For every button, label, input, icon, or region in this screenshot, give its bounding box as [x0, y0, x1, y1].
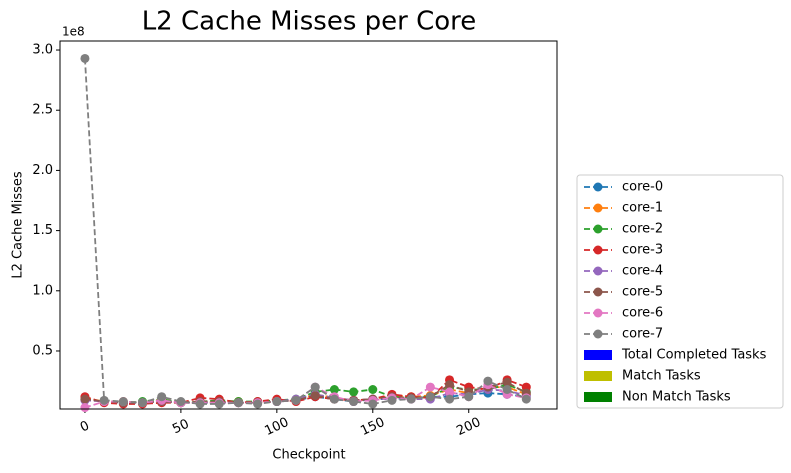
x-tick-label: 100: [262, 415, 291, 439]
legend-label: core-0: [622, 180, 663, 195]
point: [349, 397, 359, 407]
point: [368, 384, 378, 394]
point: [233, 398, 243, 408]
point: [425, 382, 435, 392]
legend-marker: [593, 266, 603, 276]
point: [157, 392, 167, 402]
x-tick-label: 0: [78, 418, 92, 435]
point: [483, 376, 493, 386]
legend-marker: [593, 203, 603, 213]
point: [195, 399, 205, 409]
point: [99, 395, 109, 405]
legend-label: core-5: [622, 285, 663, 300]
point: [80, 394, 90, 404]
point: [502, 384, 512, 394]
point: [214, 399, 224, 409]
legend-label: core-7: [622, 327, 663, 342]
legend-box: [576, 174, 784, 409]
y-tick-label: 1.0: [32, 283, 53, 298]
point: [387, 395, 397, 405]
legend-marker: [593, 182, 603, 192]
legend-label: core-1: [622, 201, 663, 216]
y-tick-label: 1.5: [32, 223, 53, 238]
legend-marker: [593, 224, 603, 234]
point: [329, 394, 339, 404]
legend-label: core-3: [622, 243, 663, 258]
series-line: [84, 58, 527, 405]
y-offset-label: 1e8: [62, 25, 85, 39]
legend-label: Non Match Tasks: [622, 390, 731, 405]
legend-marker: [593, 245, 603, 255]
point: [445, 394, 455, 404]
x-tick-label: 200: [454, 415, 483, 439]
legend-patch: [584, 392, 612, 402]
point: [329, 384, 339, 394]
point: [80, 403, 90, 413]
legend-marker: [593, 308, 603, 318]
point: [118, 397, 128, 407]
legend-label: core-6: [622, 306, 663, 321]
point: [310, 382, 320, 392]
point: [464, 392, 474, 402]
y-tick-label: 0.5: [32, 343, 53, 358]
x-tick-label: 150: [358, 415, 387, 439]
point: [521, 394, 531, 404]
legend-marker: [593, 287, 603, 297]
point: [291, 395, 301, 405]
y-tick-label: 2.5: [32, 103, 53, 118]
point: [253, 399, 263, 409]
x-tick-label: 50: [170, 417, 191, 438]
point: [368, 399, 378, 409]
point: [445, 380, 455, 390]
legend-label: Match Tasks: [622, 369, 701, 384]
legend-label: core-2: [622, 222, 663, 237]
point: [80, 53, 90, 63]
point: [272, 397, 282, 407]
point: [138, 398, 148, 408]
point: [176, 397, 186, 407]
y-tick-label: 2.0: [32, 163, 53, 178]
point: [406, 394, 416, 404]
y-axis-label: L2 Cache Misses: [11, 171, 26, 279]
point: [425, 392, 435, 402]
legend-label: Total Completed Tasks: [621, 348, 767, 363]
x-axis-label: Checkpoint: [272, 448, 345, 463]
legend-patch: [584, 371, 612, 381]
y-tick-label: 3.0: [32, 43, 53, 58]
point: [349, 387, 359, 397]
legend-patch: [584, 350, 612, 360]
chart-title: L2 Cache Misses per Core: [142, 7, 477, 37]
point: [310, 391, 320, 401]
point: [445, 387, 455, 397]
plot-frame: [59, 40, 558, 410]
legend-marker: [593, 329, 603, 339]
legend-label: core-4: [622, 264, 663, 279]
point: [502, 377, 512, 387]
